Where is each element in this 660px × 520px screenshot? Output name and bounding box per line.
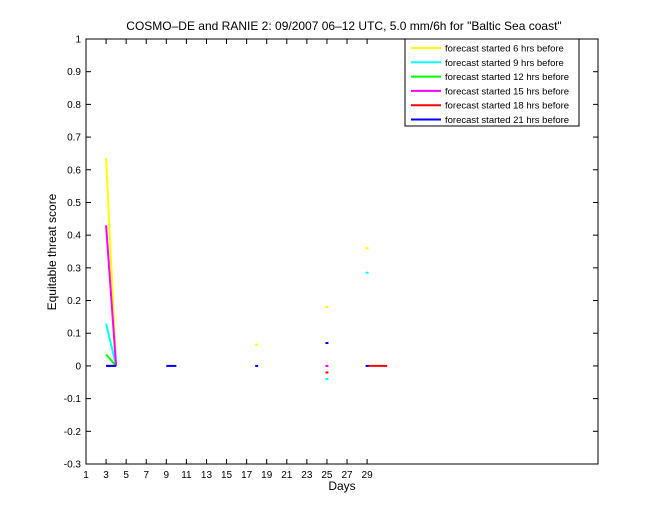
y-tick-label: 0.9 (67, 67, 81, 78)
y-tick-label: 0.7 (67, 133, 81, 144)
y-tick-label: 0.4 (67, 231, 81, 242)
legend-label: forecast started 12 hrs before (445, 72, 569, 83)
x-tick-label: 19 (261, 470, 273, 481)
legend-label: forecast started 15 hrs before (445, 86, 569, 97)
chart-title: COSMO–DE and RANIE 2: 09/2007 06–12 UTC,… (126, 19, 561, 33)
x-tick-label: 1 (83, 470, 89, 481)
series-line (105, 353, 117, 367)
series-line (105, 225, 118, 366)
plot-frame (85, 38, 599, 465)
x-tick-label: 23 (301, 470, 313, 481)
y-tick-label: 0.8 (67, 100, 81, 111)
x-tick-label: 11 (181, 470, 192, 481)
x-tick-label: 29 (362, 470, 374, 481)
series-line (105, 323, 118, 367)
legend-box (404, 38, 580, 127)
x-tick-label: 27 (341, 470, 353, 481)
y-axis-label: Equitable threat score (45, 193, 59, 310)
legend: forecast started 6 hrs before forecast st… (404, 38, 580, 127)
legend-label: forecast started 9 hrs before (445, 58, 564, 69)
x-tick-label: 13 (201, 470, 213, 481)
y-axis: -0.3 -0.2 -0.1 0 0.1 0.2 0.3 0.4 0.5 0.6 0.7 0.8 0.9… (64, 35, 598, 471)
series-layer (105, 158, 388, 380)
x-tick-label: 9 (164, 470, 170, 481)
y-tick-label: 1 (75, 35, 81, 46)
legend-label: forecast started 18 hrs before (445, 101, 569, 112)
x-axis: 1 3 5 7 9 11 13 15 17 19 21 23 25 27 29 (83, 39, 373, 481)
x-tick-label: 21 (281, 470, 293, 481)
x-tick-label: 7 (143, 470, 149, 481)
x-tick-label: 25 (321, 470, 333, 481)
y-tick-label: -0.1 (64, 394, 82, 405)
y-tick-label: -0.3 (64, 460, 82, 471)
y-tick-label: 0.2 (67, 296, 81, 307)
y-tick-label: 0.5 (67, 198, 81, 209)
x-tick-label: 5 (123, 470, 129, 481)
legend-label: forecast started 21 hrs before (445, 115, 569, 126)
legend-label: forecast started 6 hrs before (445, 44, 564, 55)
y-tick-label: -0.2 (64, 427, 82, 438)
y-tick-label: 0 (75, 361, 81, 372)
x-tick-label: 15 (221, 470, 233, 481)
x-tick-label: 17 (241, 470, 253, 481)
x-tick-label: 3 (103, 470, 109, 481)
y-tick-label: 0.1 (67, 329, 81, 340)
y-tick-label: 0.6 (67, 165, 81, 176)
x-axis-label: Days (328, 479, 355, 493)
y-tick-label: 0.3 (67, 263, 81, 274)
